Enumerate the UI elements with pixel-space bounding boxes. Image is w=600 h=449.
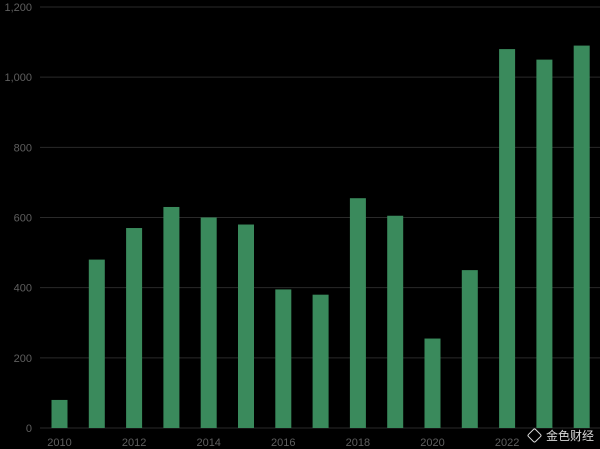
y-tick-label: 600 [14, 213, 32, 225]
bar-2013 [163, 206, 180, 428]
y-tick-label: 1,000 [4, 72, 32, 84]
y-tick-label: 0 [26, 423, 32, 435]
bar-2016 [275, 289, 292, 428]
y-tick-label: 400 [14, 283, 32, 295]
y-tick-label: 1,200 [4, 2, 32, 14]
x-tick-label: 2020 [420, 437, 444, 449]
bar-2020 [424, 338, 441, 428]
diamond-logo-icon [526, 427, 543, 444]
bar-2023 [536, 59, 553, 428]
bar-2014 [200, 217, 217, 428]
bar-2015 [238, 224, 254, 428]
bar-2024 [573, 45, 590, 428]
bar-2021 [461, 270, 478, 428]
watermark: 金色财经 [526, 427, 594, 444]
y-tick-label: 800 [14, 142, 32, 154]
bar-2011 [88, 259, 105, 428]
x-tick-label: 2010 [47, 437, 71, 449]
watermark-text: 金色财经 [545, 429, 594, 443]
y-tick-label: 200 [14, 353, 32, 365]
x-tick-label: 2018 [346, 437, 370, 449]
bar-2010 [51, 399, 68, 428]
bar-2022 [499, 49, 516, 428]
bar-2012 [126, 228, 143, 428]
bar-2017 [312, 294, 329, 428]
bar-2018 [349, 198, 366, 428]
bar-2019 [387, 215, 404, 428]
x-tick-label: 2016 [271, 437, 295, 449]
x-tick-label: 2012 [122, 437, 146, 449]
x-tick-label: 2014 [196, 437, 220, 449]
x-tick-label: 2022 [495, 437, 519, 449]
